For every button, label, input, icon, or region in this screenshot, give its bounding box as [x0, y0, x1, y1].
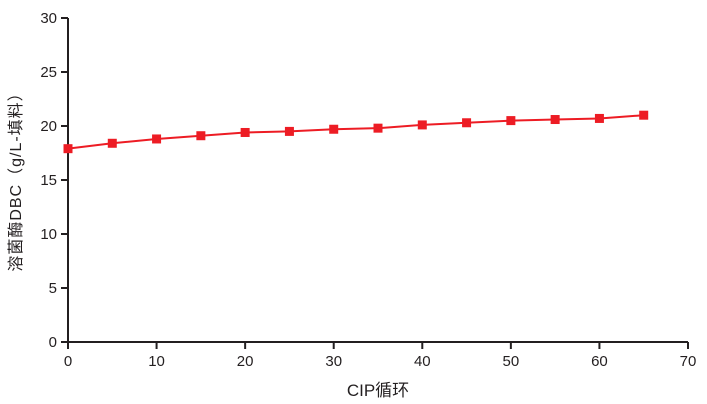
- y-axis-title-text: 溶菌酶DBC（g/L-填料）: [8, 84, 25, 272]
- x-axis-title: CIP循环: [346, 381, 410, 400]
- y-tick-label: 30: [40, 10, 57, 27]
- data-point-marker: [373, 123, 383, 133]
- data-point-marker: [63, 144, 73, 154]
- y-tick-label: 20: [40, 118, 57, 135]
- data-point-marker: [639, 110, 649, 120]
- y-tick-label: 25: [40, 64, 57, 81]
- data-point-marker: [107, 138, 117, 148]
- y-tick-label: 0: [49, 334, 57, 351]
- x-tick-label: 70: [680, 353, 697, 370]
- x-tick-label: 40: [414, 353, 431, 370]
- y-tick-label: 5: [49, 280, 57, 297]
- data-point-marker: [550, 115, 560, 125]
- data-point-marker: [506, 116, 516, 126]
- x-tick-label: 0: [64, 353, 72, 370]
- data-point-marker: [462, 118, 472, 128]
- x-tick-label: 10: [148, 353, 165, 370]
- data-point-marker: [196, 131, 206, 141]
- data-point-marker: [240, 127, 250, 137]
- data-point-marker: [594, 113, 604, 123]
- x-tick-label: 20: [237, 353, 254, 370]
- x-tick-label: 60: [591, 353, 608, 370]
- data-point-marker: [152, 134, 162, 144]
- y-tick-label: 15: [40, 172, 57, 189]
- data-series-line: [67, 114, 644, 150]
- data-point-marker: [284, 126, 294, 136]
- data-point-marker: [417, 120, 427, 130]
- y-tick-label: 10: [40, 226, 57, 243]
- x-tick-label: 30: [325, 353, 342, 370]
- data-point-marker: [329, 124, 339, 134]
- x-tick-label: 50: [503, 353, 520, 370]
